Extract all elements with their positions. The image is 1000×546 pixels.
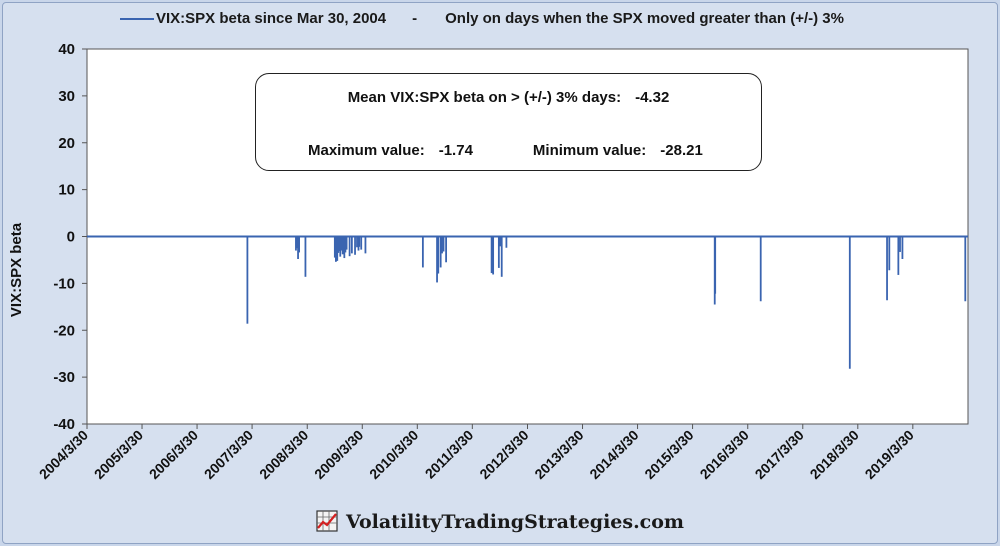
min-label: Minimum value: <box>532 142 647 159</box>
mean-line: Mean VIX:SPX beta on > (+/-) 3% days: -4.… <box>256 89 761 106</box>
x-tick-label: 2005/3/30 <box>91 427 147 483</box>
footer-brand: VolatilityTradingStrategies.com <box>0 510 1000 533</box>
legend: VIX:SPX beta since Mar 30, 2004 - Only on … <box>120 10 844 27</box>
y-tick-label: -10 <box>53 275 75 292</box>
x-axis: 2004/3/30 2005/3/30 2006/3/30 2007/3/30 2008… <box>36 424 917 482</box>
x-tick-label: 2004/3/30 <box>36 427 92 483</box>
x-tick-label: 2018/3/30 <box>807 427 863 483</box>
x-tick-label: 2015/3/30 <box>641 427 697 483</box>
bars-series <box>246 236 967 369</box>
legend-series-name: VIX:SPX beta since Mar 30, 2004 <box>156 10 387 27</box>
y-tick-label: 40 <box>58 41 75 58</box>
y-tick-label: 10 <box>58 182 75 199</box>
chart-logo-icon <box>316 510 338 532</box>
stats-annotation-box: Mean VIX:SPX beta on > (+/-) 3% days: -4.… <box>255 73 762 171</box>
min-value: -28.21 <box>660 142 703 159</box>
x-tick-label: 2013/3/30 <box>531 427 587 483</box>
mean-value: -4.32 <box>635 89 670 106</box>
x-tick-label: 2007/3/30 <box>201 427 257 483</box>
x-tick-label: 2006/3/30 <box>146 427 202 483</box>
x-tick-label: 2012/3/30 <box>476 427 532 483</box>
y-tick-label: 0 <box>67 229 75 246</box>
x-tick-label: 2008/3/30 <box>256 427 312 483</box>
y-axis: 40 30 20 10 0 -10 -20 -30 -40 <box>53 41 87 433</box>
x-tick-label: 2019/3/30 <box>862 427 918 483</box>
y-tick-label: -20 <box>53 322 75 339</box>
x-tick-label: 2017/3/30 <box>752 427 808 483</box>
x-tick-label: 2014/3/30 <box>586 427 642 483</box>
x-tick-label: 2016/3/30 <box>697 427 753 483</box>
y-tick-label: 30 <box>58 88 75 105</box>
max-value: -1.74 <box>438 142 473 159</box>
x-tick-label: 2011/3/30 <box>422 427 477 482</box>
y-axis-label: VIX:SPX beta <box>8 222 25 318</box>
x-tick-label: 2010/3/30 <box>366 427 422 483</box>
legend-separator: - <box>412 10 418 27</box>
legend-swatch <box>120 18 154 21</box>
max-label: Maximum value: <box>308 142 425 159</box>
y-tick-label: -30 <box>53 369 75 386</box>
y-tick-label: -40 <box>53 416 75 433</box>
footer-site-name: VolatilityTradingStrategies.com <box>345 511 685 533</box>
max-min-line: Maximum value: -1.74 Minimum value: -28.21 <box>308 142 703 159</box>
mean-label: Mean VIX:SPX beta on > (+/-) 3% days: <box>347 89 622 106</box>
y-tick-label: 20 <box>58 135 75 152</box>
legend-condition: Only on days when the SPX moved greater … <box>445 10 844 27</box>
x-tick-label: 2009/3/30 <box>311 427 367 483</box>
